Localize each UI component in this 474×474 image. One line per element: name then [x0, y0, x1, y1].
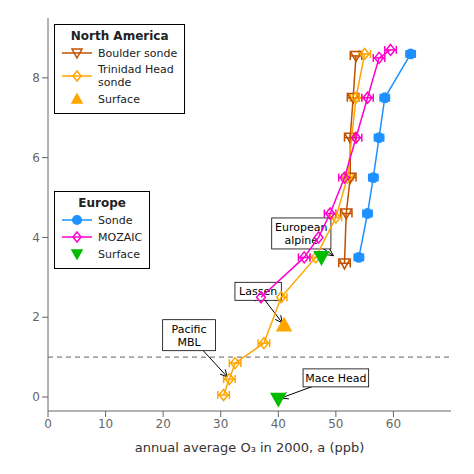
html-text:Surface: Surface: [98, 247, 140, 261]
html-text:Boulder sonde: Boulder sonde: [98, 46, 178, 60]
svg-text:0: 0: [44, 417, 52, 431]
html-text:Europe: Europe: [78, 196, 126, 210]
svg-text:0: 0: [32, 390, 40, 404]
svg-text:2: 2: [32, 310, 40, 324]
svg-text:30: 30: [213, 417, 228, 431]
svg-text:10: 10: [98, 417, 113, 431]
svg-text:Lassen: Lassen: [239, 285, 278, 299]
svg-text:annual average O₃ in 2000, a (: annual average O₃ in 2000, a (ppb): [135, 440, 365, 455]
svg-text:4: 4: [32, 231, 40, 245]
html-text:Surface: Surface: [98, 92, 140, 106]
svg-text:Europeanalpine: Europeanalpine: [275, 221, 327, 247]
svg-text:50: 50: [328, 417, 343, 431]
svg-text:60: 60: [386, 417, 401, 431]
svg-text:20: 20: [156, 417, 171, 431]
html-text:Sonde: Sonde: [98, 213, 133, 227]
svg-text:40: 40: [271, 417, 286, 431]
svg-text:8: 8: [32, 71, 40, 85]
svg-text:6: 6: [32, 151, 40, 165]
html-text:North America: North America: [70, 29, 169, 43]
svg-text:PacificMBL: PacificMBL: [172, 323, 207, 349]
html-text:Trinidad Head sonde: Trinidad Head sonde: [98, 63, 174, 89]
svg-text:Mace Head: Mace Head: [305, 372, 366, 385]
html-text:MOZAIC: MOZAIC: [98, 230, 143, 244]
